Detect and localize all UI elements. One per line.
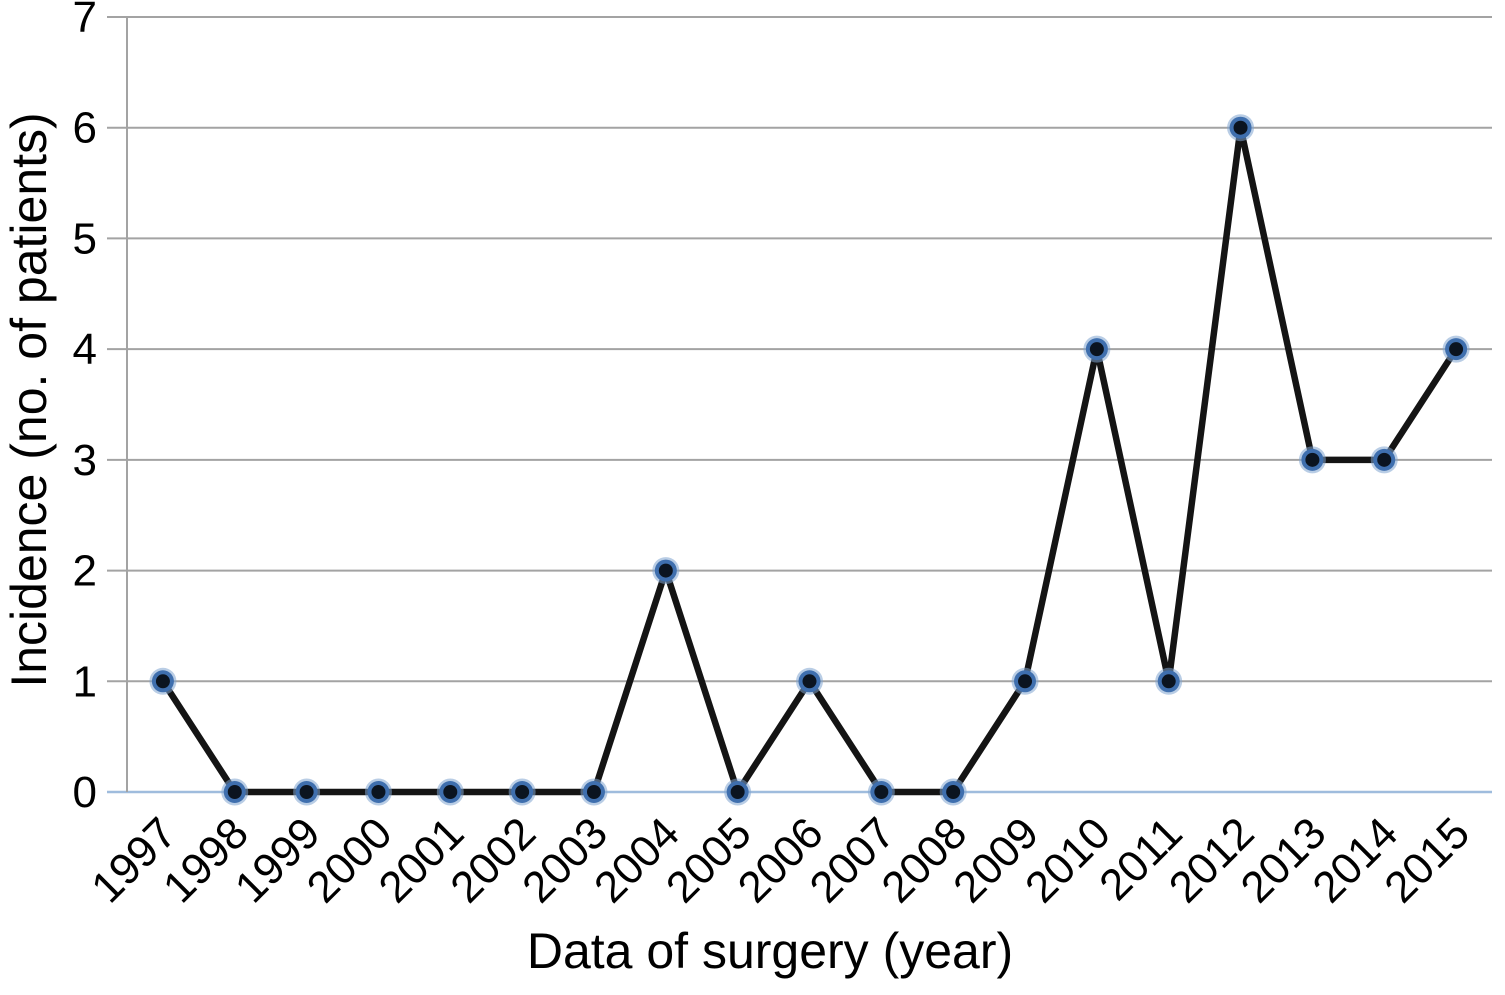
marker-core (1305, 452, 1320, 467)
y-tick-label: 0 (73, 768, 97, 817)
data-point (293, 778, 321, 806)
y-tick-label: 7 (73, 0, 97, 42)
data-point (1011, 667, 1039, 695)
y-axis-title: Incidence (no. of patients) (1, 112, 57, 687)
marker-core (515, 785, 530, 799)
marker-core (1449, 342, 1464, 357)
y-tick-label: 5 (73, 214, 97, 263)
data-point (1442, 335, 1470, 363)
data-point (652, 557, 680, 585)
chart-series-layer (149, 114, 1470, 806)
chart-tick-label-layer: 0123456719971998199920002001200220032004… (73, 0, 1480, 912)
marker-core (658, 563, 673, 578)
data-point (1227, 114, 1255, 142)
marker-core (802, 674, 817, 689)
marker-core (874, 785, 889, 799)
marker-core (1018, 674, 1033, 689)
y-tick-label: 1 (73, 657, 97, 706)
marker-core (299, 785, 314, 799)
data-point (1155, 667, 1183, 695)
marker-core (1377, 452, 1392, 467)
data-point (867, 778, 895, 806)
data-point (436, 778, 464, 806)
chart-grid-layer (107, 16, 1492, 794)
marker-core (1161, 674, 1176, 689)
y-tick-label: 3 (73, 436, 97, 485)
marker-core (371, 785, 386, 799)
data-point (580, 778, 608, 806)
marker-core (155, 674, 170, 689)
data-point (221, 778, 249, 806)
data-point (1370, 446, 1398, 474)
marker-core (443, 785, 458, 799)
marker-core (1089, 342, 1104, 357)
marker-core (586, 785, 601, 799)
data-point (364, 778, 392, 806)
marker-core (946, 785, 961, 799)
x-axis-title: Data of surgery (year) (527, 923, 1013, 979)
y-tick-label: 6 (73, 104, 97, 153)
marker-core (227, 785, 242, 799)
data-point (1298, 446, 1326, 474)
chart-axis-layer (107, 16, 128, 792)
data-point (939, 778, 967, 806)
data-point (1083, 335, 1111, 363)
data-point (724, 778, 752, 806)
data-point (149, 667, 177, 695)
x-tick-label: 2015 (1375, 808, 1479, 912)
y-tick-label: 4 (73, 325, 97, 374)
x-tick-label-group: 2015 (1375, 808, 1479, 912)
marker-core (1233, 120, 1248, 135)
data-point (796, 667, 823, 695)
y-tick-label: 2 (73, 547, 97, 596)
data-point (508, 778, 536, 806)
marker-core (730, 785, 745, 799)
